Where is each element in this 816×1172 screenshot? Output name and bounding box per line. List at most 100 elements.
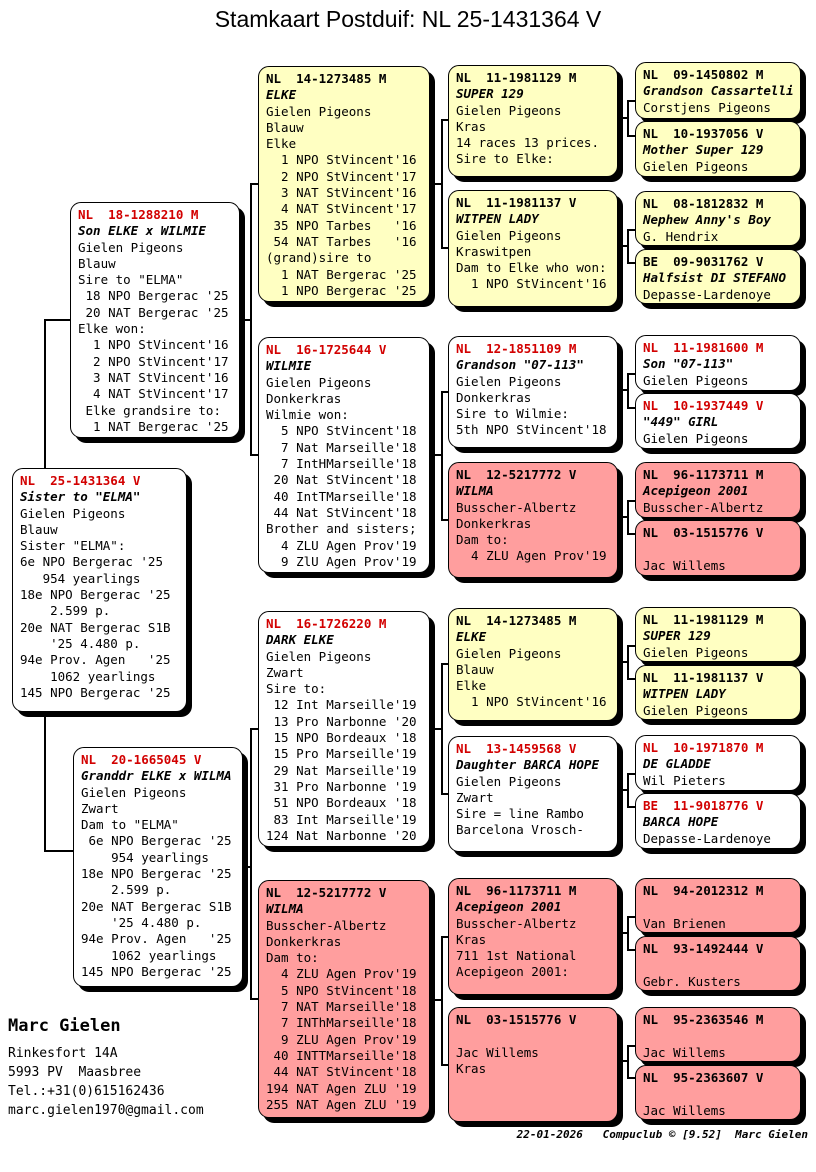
ring-number: NL 11-1981137 V (456, 195, 577, 210)
pigeon-name: Halfsist DI STEFANO (643, 270, 786, 286)
detail-line: Gielen Pigeons (456, 102, 562, 118)
detail-line: 1 NPO StVincent'16 (456, 694, 607, 710)
ring-number: NL 93-1492444 V (643, 941, 764, 956)
detail-line: Blauw (266, 119, 304, 135)
pedigree-box: NL 96-1173711 M Acepigeon 2001 Busscher-Al… (635, 462, 801, 518)
pigeon-name: Grandson "07-113" (456, 357, 584, 373)
pedigree-box: NL 11-1981137 V WITPEN LADY Gielen Pigeons (635, 665, 801, 720)
detail-line: Sire = line Rambo (456, 806, 584, 822)
connector-line (627, 1077, 635, 1079)
detail-line: 3 NAT StVincent'16 (266, 185, 417, 201)
detail-line: Dam to: (456, 532, 509, 548)
detail-line: 12 Int Marseille'19 (266, 697, 417, 713)
detail-line: Busscher-Albertz (456, 915, 577, 931)
connector-line (627, 407, 635, 409)
detail-line: 15 Pro Marseille'19 (266, 746, 417, 762)
detail-line: Kras (456, 931, 487, 947)
detail-line: Zwart (456, 789, 494, 805)
detail-line: Sire to "ELMA" (78, 272, 184, 288)
detail-line: Gielen Pigeons (643, 644, 749, 660)
detail-line: 124 Nat Narbonne '20 (266, 827, 417, 843)
pedigree-box: NL 12-1851109 M Grandson "07-113" Gielen P… (448, 336, 618, 448)
detail-line: 94e Prov. Agen '25 (20, 652, 171, 668)
detail-line: 2 NPO StVincent'17 (78, 353, 229, 369)
detail-line: Busscher-Albertz (643, 499, 764, 515)
detail-line: Kras (456, 1060, 487, 1076)
detail-line: 1 NPO StVincent'16 (456, 276, 607, 292)
connector-line (618, 661, 627, 663)
connector-line (627, 645, 629, 680)
owner-address-line1: Rinkesfort 14A (8, 1046, 118, 1061)
detail-line: Gielen Pigeons (266, 648, 372, 664)
connector-line (441, 119, 443, 249)
connector-line (618, 932, 627, 934)
connector-line (250, 998, 258, 1000)
detail-line: Gebr. Kusters (643, 973, 741, 989)
detail-line: Depasse-Lardenoye (643, 286, 771, 302)
owner-address-line2: 5993 PV Maasbree (8, 1065, 142, 1080)
pedigree-box: NL 03-1515776 V Jac Willems (635, 520, 801, 576)
connector-line (441, 936, 443, 1066)
pedigree-box: NL 13-1459568 V Daughter BARCA HOPE Gielen… (448, 736, 618, 852)
detail-line: Depasse-Lardenoye (643, 830, 771, 846)
detail-line: Gielen Pigeons (456, 645, 562, 661)
pigeon-name (643, 899, 793, 915)
connector-line (618, 245, 627, 247)
detail-line: 145 NPO Bergerac '25 (81, 963, 232, 979)
detail-line: Sire to Wilmie: (456, 406, 569, 422)
ring-number: NL 25-1431364 V (20, 473, 141, 488)
detail-line: Donkerkras (266, 390, 342, 406)
connector-line (627, 500, 629, 535)
ring-number: NL 12-1851109 M (456, 341, 577, 356)
connector-line (441, 1064, 448, 1066)
pigeon-name: WILMA (456, 483, 494, 499)
pigeon-name: Sister to "ELMA" (20, 489, 141, 505)
pigeon-name: Acepigeon 2001 (643, 483, 749, 499)
detail-line: 954 yearlings (81, 849, 209, 865)
detail-line: Acepigeon 2001: (456, 964, 569, 980)
detail-line: Gielen Pigeons (20, 505, 126, 521)
pedigree-box: NL 95-2363607 V Jac Willems (635, 1065, 801, 1120)
detail-line: Dam to "ELMA" (81, 817, 179, 833)
pigeon-name: Mother Super 129 (643, 142, 764, 158)
pigeon-name: DARK ELKE (266, 632, 334, 648)
connector-line (430, 728, 441, 730)
detail-line: Gielen Pigeons (266, 374, 372, 390)
connector-line (44, 319, 70, 321)
pigeon-name (643, 1028, 793, 1044)
connector-line (430, 183, 441, 185)
pedigree-box: NL 11-1981129 M SUPER 129 Gielen Pigeons Kr… (448, 65, 618, 177)
connector-line (627, 1045, 629, 1079)
detail-line: Gielen Pigeons (643, 372, 749, 388)
detail-line: 5 NPO StVincent'18 (266, 982, 417, 998)
detail-line: Blauw (456, 661, 494, 677)
page-title: Stamkaart Postduif: NL 25-1431364 V (214, 6, 602, 32)
ring-number: NL 11-1981129 M (643, 612, 764, 627)
detail-line: 5 NPO StVincent'18 (266, 423, 417, 439)
detail-line: 5th NPO StVincent'18 (456, 422, 607, 438)
pedigree-box: NL 95-2363546 M Jac Willems (635, 1007, 801, 1062)
connector-line (627, 262, 635, 264)
connector-line (627, 533, 635, 535)
detail-line: 4 NAT StVincent'17 (266, 201, 417, 217)
detail-line: 14 races 13 prices. (456, 135, 599, 151)
pedigree-box: NL 10-1937056 V Mother Super 129 Gielen Pi… (635, 121, 801, 177)
detail-line: Van Brienen (643, 915, 726, 931)
connector-line (250, 183, 258, 185)
pigeon-name: Granddr ELKE x WILMA (81, 768, 232, 784)
connector-line (441, 936, 448, 938)
detail-line: Barcelona Vrosch- (456, 822, 584, 838)
pedigree-box: NL 03-1515776 V Jac Willems Kras (448, 1007, 618, 1122)
detail-line: 3 NAT StVincent'16 (78, 369, 229, 385)
pedigree-box: NL 10-1937449 V "449" GIRL Gielen Pigeons (635, 393, 801, 449)
detail-line: 51 NPO Bordeaux '18 (266, 795, 417, 811)
connector-line (627, 806, 635, 808)
connector-line (627, 1045, 635, 1047)
pigeon-name (643, 957, 793, 973)
detail-line: 18 NPO Bergerac '25 (78, 288, 229, 304)
ring-number: NL 95-2363546 M (643, 1012, 764, 1027)
detail-line: (grand)sire to (266, 250, 372, 266)
pedigree-box: BE 09-9031762 V Halfsist DI STEFANO Depass… (635, 249, 801, 304)
detail-line: Dam to Elke who won: (456, 260, 607, 276)
detail-line: Zwart (81, 800, 119, 816)
